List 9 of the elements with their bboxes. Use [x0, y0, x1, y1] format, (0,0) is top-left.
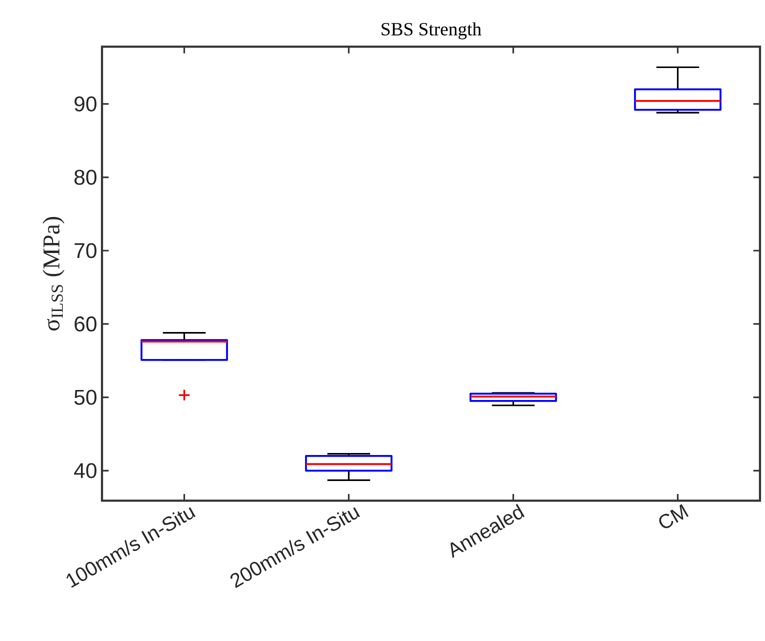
y-tick-label: 90: [74, 96, 96, 112]
y-tick-label: 80: [74, 170, 96, 185]
chart-title: SBS Strength: [382, 22, 482, 40]
y-axis-title: σ$_{ILSS}$ (MPa): [42, 217, 64, 331]
y-tick-label: 50: [74, 390, 96, 405]
y-tick-label: 40: [74, 463, 96, 478]
y-tick-label: 70: [74, 243, 96, 258]
x-tick-label: CM: [659, 504, 689, 528]
y-tick-label: 60: [74, 316, 96, 332]
